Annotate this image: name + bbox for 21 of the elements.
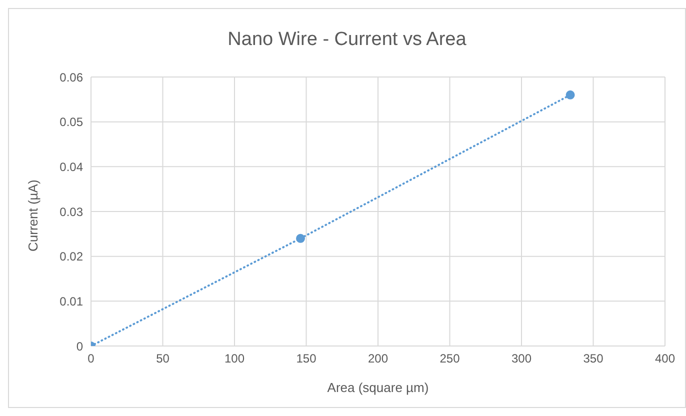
y-tick-label: 0.02 <box>60 250 84 264</box>
x-tick-label: 100 <box>224 352 245 366</box>
point <box>296 234 306 243</box>
chart-title: Nano Wire - Current vs Area <box>226 29 468 51</box>
x-tick-label: 0 <box>88 352 95 366</box>
y-axis-title: Current (µA) <box>26 180 41 252</box>
y-tick-label: 0.03 <box>60 204 84 219</box>
x-axis-title: Area (square µm) <box>327 380 429 395</box>
y-tick-label: 0.06 <box>60 70 84 84</box>
x-tick-label: 250 <box>440 352 460 366</box>
y-tick-label: 0.05 <box>60 115 84 130</box>
x-tick-label: 300 <box>511 352 532 366</box>
point <box>566 90 575 100</box>
y-tick-label: 0 <box>76 339 84 354</box>
x-tick-label: 150 <box>296 352 317 366</box>
x-tick-label: 350 <box>583 352 604 366</box>
y-tick-label: 0.01 <box>60 294 84 308</box>
y-tick-label: 0.04 <box>60 160 84 174</box>
x-tick-label: 50 <box>156 352 170 366</box>
x-tick-label: 400 <box>654 352 676 366</box>
x-tick-label: 200 <box>368 352 388 366</box>
